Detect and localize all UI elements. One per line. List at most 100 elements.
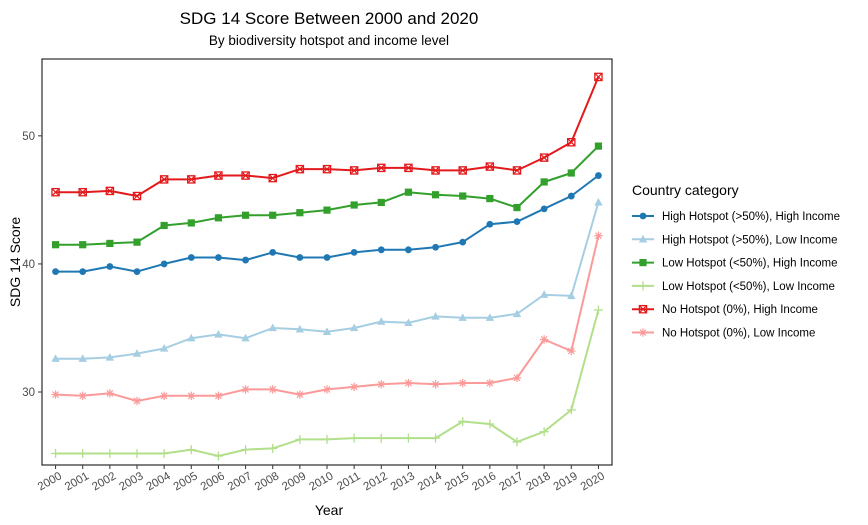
data-point <box>404 378 413 388</box>
data-point <box>566 405 576 415</box>
legend-entry: No Hotspot (0%), High Income <box>632 304 818 316</box>
data-point <box>377 198 385 207</box>
data-point <box>269 211 277 219</box>
data-point <box>404 163 413 173</box>
legend-label: Low Hotspot (<50%), Low Income <box>662 281 835 293</box>
data-point <box>268 385 277 394</box>
legend-key-marker <box>638 304 648 314</box>
data-point <box>106 239 114 248</box>
data-point <box>594 142 603 150</box>
data-point <box>432 243 439 251</box>
y-tick-label: 30 <box>22 387 35 399</box>
data-point <box>295 434 305 444</box>
data-point <box>322 385 332 394</box>
series-line <box>55 202 600 360</box>
data-point <box>539 290 549 298</box>
data-point <box>105 186 115 196</box>
series-4 <box>51 305 603 461</box>
data-point <box>52 268 59 276</box>
legend-entry: High Hotspot (>50%), Low Income <box>632 234 837 246</box>
data-point <box>349 323 359 332</box>
x-tick-label: 2005 <box>172 470 200 493</box>
data-point <box>377 246 385 254</box>
data-point <box>132 448 142 458</box>
data-point <box>349 433 359 443</box>
data-point <box>78 187 87 197</box>
data-point <box>322 327 332 336</box>
x-tick-label: 2019 <box>552 470 580 493</box>
legend-title: Country category <box>632 182 739 198</box>
data-point <box>268 323 277 332</box>
data-point <box>159 448 169 458</box>
data-point <box>431 191 440 199</box>
data-point <box>268 443 278 453</box>
data-point <box>213 451 223 461</box>
x-tick-label: 2011 <box>335 470 362 493</box>
data-point <box>404 318 413 327</box>
data-point <box>296 254 304 261</box>
data-point <box>350 201 358 209</box>
data-point <box>159 175 169 184</box>
data-point <box>241 171 250 180</box>
plot-layer: 3040502000200120022003200420052006200720… <box>22 72 607 493</box>
chart-title: SDG 14 Score Between 2000 and 2020 <box>180 9 479 28</box>
data-point <box>187 254 195 261</box>
data-point <box>539 153 549 162</box>
data-point <box>214 329 223 338</box>
data-point <box>105 448 115 458</box>
data-point <box>105 353 115 361</box>
data-point <box>431 312 440 320</box>
data-point <box>295 390 305 399</box>
data-point <box>105 389 115 398</box>
data-point <box>512 437 522 447</box>
data-point <box>187 333 196 342</box>
data-point <box>51 241 60 249</box>
x-tick-label: 2010 <box>307 470 335 493</box>
x-tick-label: 2012 <box>362 470 390 493</box>
data-point <box>377 317 386 325</box>
data-point <box>159 344 169 352</box>
data-point <box>349 382 359 392</box>
data-point <box>268 173 277 183</box>
data-point <box>241 333 250 342</box>
data-point <box>567 346 576 356</box>
data-point <box>79 241 87 249</box>
x-tick-label: 2000 <box>36 470 64 493</box>
plot-panel <box>41 58 613 466</box>
x-tick-label: 2016 <box>470 470 498 493</box>
x-tick-label: 2017 <box>497 470 525 493</box>
data-point <box>376 433 386 443</box>
data-point <box>485 419 495 429</box>
data-point <box>350 248 358 256</box>
x-tick-label: 2002 <box>90 470 118 493</box>
data-point <box>458 378 467 388</box>
y-axis-title: SDG 14 Score <box>7 217 23 307</box>
x-tick-label: 2009 <box>280 470 308 493</box>
data-point <box>458 416 468 426</box>
data-point <box>567 137 576 147</box>
y-tick-label: 40 <box>22 259 35 271</box>
data-point <box>187 175 196 184</box>
data-point <box>269 248 277 256</box>
data-point <box>160 260 168 268</box>
data-point <box>295 164 305 174</box>
legend-label: High Hotspot (>50%), Low Income <box>662 234 837 246</box>
data-point <box>215 254 222 261</box>
data-point <box>51 354 60 362</box>
data-point <box>512 166 522 175</box>
data-point <box>51 390 60 399</box>
legend-entry: No Hotspot (0%), Low Income <box>632 328 815 340</box>
data-point <box>322 434 332 444</box>
data-point <box>187 219 195 227</box>
data-point <box>486 195 494 203</box>
data-point <box>214 214 223 222</box>
data-point <box>513 218 521 226</box>
data-point <box>106 263 114 270</box>
data-point <box>377 163 386 173</box>
legend-key-marker <box>639 259 647 267</box>
chart-subtitle: By biodiversity hotspot and income level <box>209 33 449 48</box>
series-1 <box>52 172 602 276</box>
x-tick-label: 2015 <box>443 470 471 493</box>
data-point <box>132 396 142 406</box>
